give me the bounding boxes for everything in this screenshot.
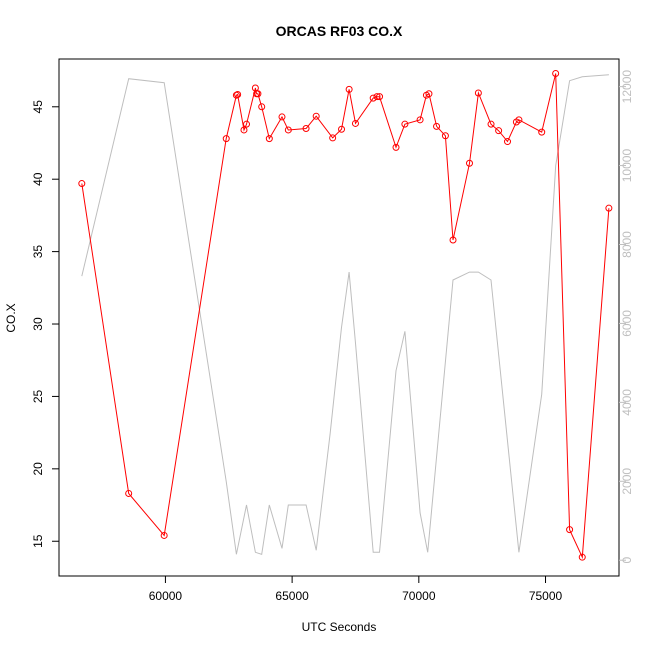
x-tick-label: 70000: [402, 589, 436, 603]
co-data-point: [416, 116, 424, 124]
co-data-point: [78, 180, 86, 188]
co-data-point: [258, 103, 266, 111]
co-data-point: [449, 236, 457, 244]
y-tick-label: 20: [31, 462, 45, 476]
y-right-tick-label: 10000: [620, 149, 634, 183]
x-tick-label: 65000: [275, 589, 309, 603]
y-right-tick-label: 4000: [620, 389, 634, 416]
co-data-point: [441, 132, 449, 140]
co-data-point: [487, 120, 495, 128]
co-series-line: [81, 73, 610, 560]
y-right-tick-label: 2000: [620, 468, 634, 495]
co-data-point: [376, 93, 384, 101]
co-data-point: [312, 112, 320, 120]
y-tick-label: 35: [31, 245, 45, 259]
series-layer: [78, 69, 613, 561]
x-tick-label: 60000: [149, 589, 183, 603]
co-data-point: [369, 94, 377, 102]
co-data-point: [578, 553, 586, 561]
y-tick-label: 40: [31, 172, 45, 186]
co-data-point: [401, 120, 409, 128]
secondary-series-line: [81, 74, 609, 555]
y-axis-label: CO.X: [4, 303, 18, 332]
co-data-point: [552, 69, 560, 77]
co-data-point: [392, 143, 400, 151]
y-tick-label: 45: [31, 100, 45, 114]
co-data-point: [284, 126, 292, 134]
y-right-tick-label: 0: [620, 557, 634, 564]
co-data-point: [425, 90, 433, 98]
co-data-point: [338, 125, 346, 133]
chart-title: ORCAS RF03 CO.X: [276, 23, 403, 39]
co-data-point: [345, 85, 353, 93]
co-data-point: [351, 119, 359, 127]
co-data-point: [254, 90, 262, 98]
co-data-point: [433, 122, 441, 130]
co-data-point: [566, 526, 574, 534]
co-data-point: [125, 489, 133, 497]
co-data-point: [515, 116, 523, 124]
co-data-point: [265, 135, 273, 143]
co-data-point: [495, 127, 503, 135]
co-data-point: [373, 93, 381, 101]
co-data-point: [240, 126, 248, 134]
co-data-point: [329, 134, 337, 142]
co-data-point: [504, 138, 512, 146]
co-data-point: [278, 113, 286, 121]
x-axis-label: UTC Seconds: [302, 620, 377, 634]
y-tick-label: 25: [31, 389, 45, 403]
co-data-point: [243, 120, 251, 128]
co-data-point: [538, 128, 546, 136]
plot-frame: [58, 58, 620, 577]
y-right-tick-label: 12000: [620, 70, 634, 104]
co-data-point: [465, 159, 473, 167]
axes-layer: 60000 65000 70000 75000 15 20 25 30 35 40 45 0 2000 4…: [31, 70, 634, 603]
co-data-point: [234, 90, 242, 98]
co-data-point: [222, 135, 230, 143]
y-tick-label: 15: [31, 534, 45, 548]
y-tick-label: 30: [31, 317, 45, 331]
co-data-point: [605, 204, 613, 212]
y-right-tick-label: 8000: [620, 231, 634, 258]
x-tick-label: 75000: [529, 589, 563, 603]
co-data-point: [160, 531, 168, 539]
co-data-point: [232, 91, 240, 99]
co-data-point: [302, 125, 310, 133]
y-right-tick-label: 6000: [620, 310, 634, 337]
co-data-point: [474, 89, 482, 97]
